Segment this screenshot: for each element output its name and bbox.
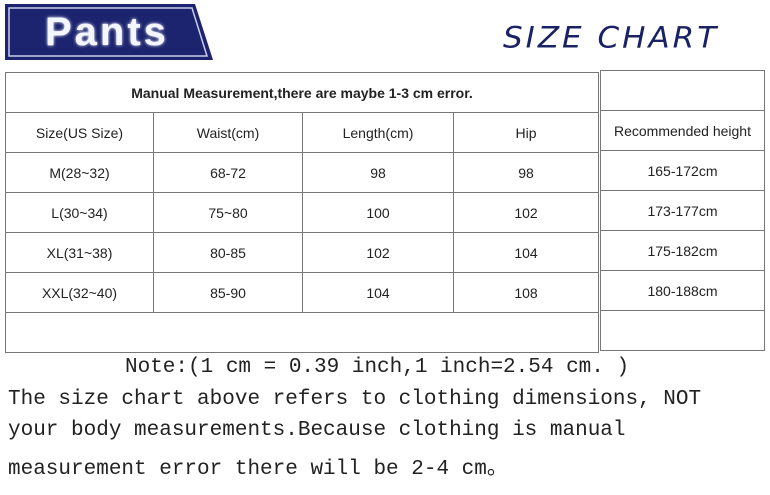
empty-row bbox=[5, 312, 599, 353]
note-line: your body measurements.Because clothing … bbox=[8, 419, 626, 442]
badge-background bbox=[5, 4, 213, 60]
height-cell: 165-172cm bbox=[600, 150, 765, 191]
pants-badge: Pants bbox=[5, 4, 213, 60]
conversion-note: Note:(1 cm = 0.39 inch,1 inch=2.54 cm. ) bbox=[125, 356, 630, 379]
cell: 102 bbox=[302, 232, 454, 273]
table-row: XXL(32~40) 85-90 104 108 bbox=[5, 272, 599, 313]
empty-cell bbox=[600, 310, 765, 351]
cell: 108 bbox=[453, 272, 599, 313]
cell: 100 bbox=[302, 192, 454, 233]
badge-label: Pants bbox=[45, 10, 169, 54]
size-table: Manual Measurement,there are maybe 1-3 c… bbox=[5, 72, 599, 353]
cell: 98 bbox=[302, 152, 454, 193]
column-header: Length(cm) bbox=[302, 112, 454, 153]
cell: 75~80 bbox=[153, 192, 303, 233]
table-row: L(30~34) 75~80 100 102 bbox=[5, 192, 599, 233]
cell: 102 bbox=[453, 192, 599, 233]
cell: 68-72 bbox=[153, 152, 303, 193]
cell: XL(31~38) bbox=[5, 232, 154, 273]
cell: M(28~32) bbox=[5, 152, 154, 193]
table-caption: Manual Measurement,there are maybe 1-3 c… bbox=[5, 72, 599, 113]
cell: XXL(32~40) bbox=[5, 272, 154, 313]
column-header: Hip bbox=[453, 112, 599, 153]
column-header: Waist(cm) bbox=[153, 112, 303, 153]
empty-cell bbox=[5, 312, 599, 353]
note-line: measurement error there will be 2-4 cm。 bbox=[8, 458, 508, 481]
note-line: The size chart above refers to clothing … bbox=[8, 388, 702, 411]
height-table: Recommended height 165-172cm 173-177cm 1… bbox=[600, 70, 765, 351]
cell: 104 bbox=[302, 272, 454, 313]
table-row: M(28~32) 68-72 98 98 bbox=[5, 152, 599, 193]
column-header: Size(US Size) bbox=[5, 112, 154, 153]
height-cell: 173-177cm bbox=[600, 190, 765, 231]
cell: 80-85 bbox=[153, 232, 303, 273]
table-row: XL(31~38) 80-85 102 104 bbox=[5, 232, 599, 273]
cell: 85-90 bbox=[153, 272, 303, 313]
cell: 104 bbox=[453, 232, 599, 273]
size-chart-title: SIZE CHART bbox=[503, 20, 720, 56]
height-cell: 180-188cm bbox=[600, 270, 765, 311]
height-header: Recommended height bbox=[600, 110, 765, 151]
table-header-row: Size(US Size) Waist(cm) Length(cm) Hip bbox=[5, 112, 599, 153]
height-cell: 175-182cm bbox=[600, 230, 765, 271]
empty-cell bbox=[600, 70, 765, 111]
cell: L(30~34) bbox=[5, 192, 154, 233]
cell: 98 bbox=[453, 152, 599, 193]
